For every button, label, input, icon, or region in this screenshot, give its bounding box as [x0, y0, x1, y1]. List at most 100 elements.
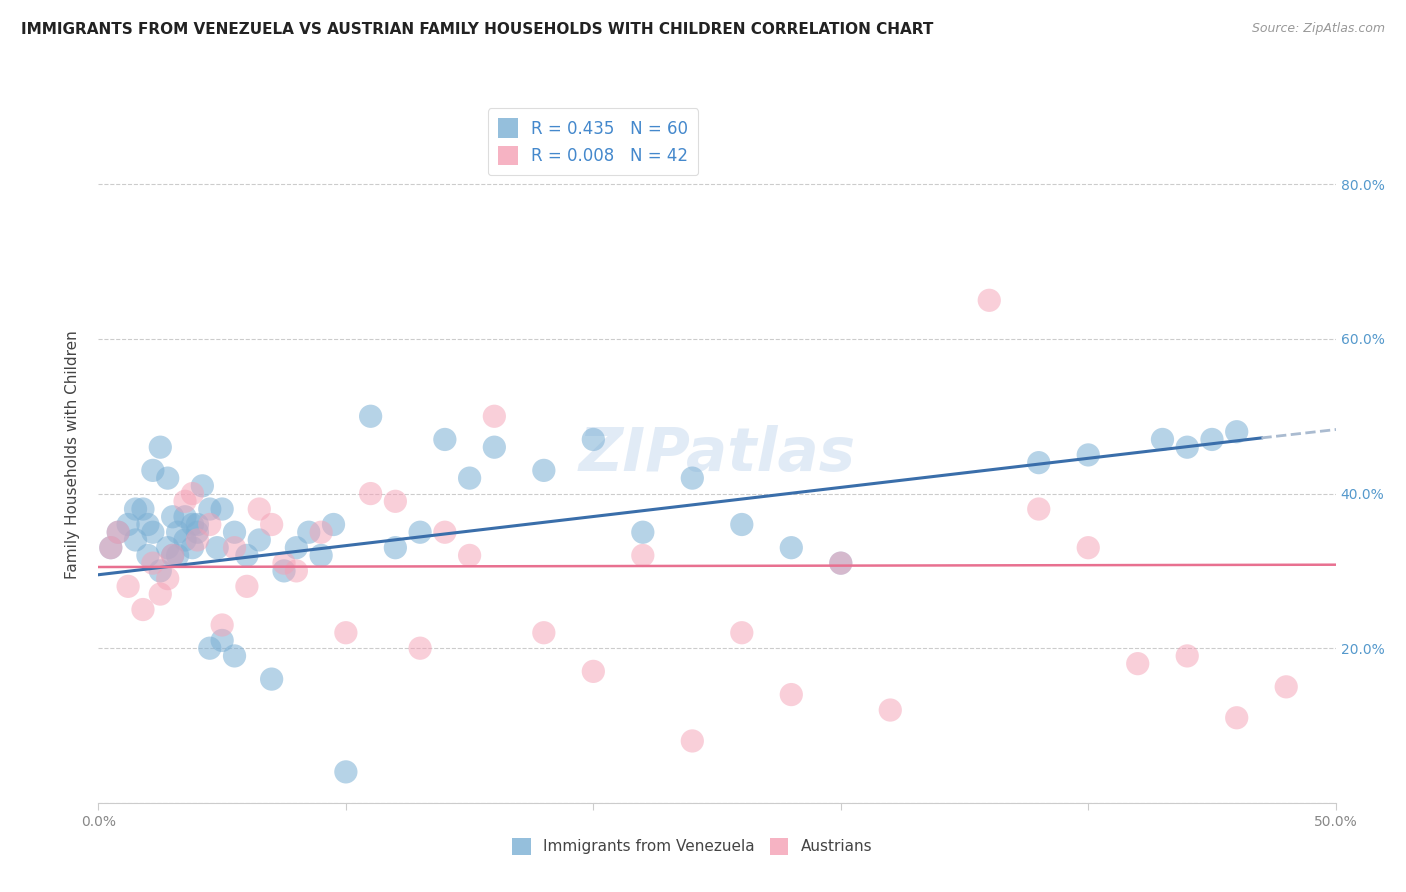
- Point: [582, 433, 605, 447]
- Point: [107, 525, 129, 540]
- Point: [360, 409, 382, 424]
- Point: [224, 525, 246, 540]
- Point: [1152, 433, 1174, 447]
- Point: [780, 688, 803, 702]
- Point: [198, 641, 221, 656]
- Point: [136, 549, 159, 563]
- Point: [879, 703, 901, 717]
- Point: [273, 564, 295, 578]
- Point: [132, 502, 155, 516]
- Point: [458, 549, 481, 563]
- Point: [142, 525, 165, 540]
- Point: [484, 409, 506, 424]
- Point: [156, 541, 179, 555]
- Point: [1077, 541, 1099, 555]
- Point: [174, 509, 197, 524]
- Legend: Immigrants from Venezuela, Austrians: Immigrants from Venezuela, Austrians: [506, 831, 879, 862]
- Point: [198, 502, 221, 516]
- Point: [830, 556, 852, 570]
- Text: ZIPatlas: ZIPatlas: [578, 425, 856, 484]
- Point: [186, 517, 208, 532]
- Point: [247, 502, 270, 516]
- Point: [1226, 711, 1249, 725]
- Point: [162, 509, 184, 524]
- Point: [156, 471, 179, 485]
- Point: [1275, 680, 1298, 694]
- Point: [136, 517, 159, 532]
- Point: [211, 633, 233, 648]
- Point: [260, 517, 283, 532]
- Point: [124, 533, 146, 547]
- Point: [166, 549, 188, 563]
- Point: [780, 541, 803, 555]
- Point: [149, 440, 172, 454]
- Text: IMMIGRANTS FROM VENEZUELA VS AUSTRIAN FAMILY HOUSEHOLDS WITH CHILDREN CORRELATIO: IMMIGRANTS FROM VENEZUELA VS AUSTRIAN FA…: [21, 22, 934, 37]
- Point: [1175, 440, 1198, 454]
- Point: [979, 293, 1001, 308]
- Point: [156, 572, 179, 586]
- Point: [166, 525, 188, 540]
- Point: [484, 440, 506, 454]
- Point: [1077, 448, 1099, 462]
- Point: [100, 541, 122, 555]
- Point: [162, 549, 184, 563]
- Point: [117, 517, 139, 532]
- Point: [107, 525, 129, 540]
- Point: [1175, 648, 1198, 663]
- Point: [631, 525, 654, 540]
- Point: [149, 564, 172, 578]
- Point: [433, 525, 456, 540]
- Point: [273, 556, 295, 570]
- Point: [731, 625, 754, 640]
- Point: [247, 533, 270, 547]
- Point: [181, 486, 204, 500]
- Point: [830, 556, 852, 570]
- Y-axis label: Family Households with Children: Family Households with Children: [65, 331, 80, 579]
- Point: [181, 541, 204, 555]
- Point: [384, 541, 406, 555]
- Point: [681, 734, 703, 748]
- Point: [409, 525, 432, 540]
- Point: [224, 648, 246, 663]
- Point: [309, 549, 332, 563]
- Point: [224, 541, 246, 555]
- Point: [360, 486, 382, 500]
- Point: [533, 463, 555, 477]
- Point: [117, 579, 139, 593]
- Point: [1126, 657, 1149, 671]
- Point: [260, 672, 283, 686]
- Point: [211, 618, 233, 632]
- Point: [285, 541, 308, 555]
- Point: [236, 579, 259, 593]
- Point: [186, 533, 208, 547]
- Point: [205, 541, 228, 555]
- Point: [124, 502, 146, 516]
- Point: [681, 471, 703, 485]
- Point: [191, 479, 214, 493]
- Point: [211, 502, 233, 516]
- Point: [132, 602, 155, 616]
- Point: [236, 549, 259, 563]
- Point: [409, 641, 432, 656]
- Point: [384, 494, 406, 508]
- Point: [335, 764, 357, 779]
- Point: [142, 463, 165, 477]
- Point: [186, 525, 208, 540]
- Point: [142, 556, 165, 570]
- Point: [1201, 433, 1223, 447]
- Point: [458, 471, 481, 485]
- Point: [162, 549, 184, 563]
- Point: [181, 517, 204, 532]
- Point: [198, 517, 221, 532]
- Point: [100, 541, 122, 555]
- Point: [731, 517, 754, 532]
- Point: [1226, 425, 1249, 439]
- Point: [149, 587, 172, 601]
- Point: [1028, 502, 1050, 516]
- Point: [582, 665, 605, 679]
- Point: [533, 625, 555, 640]
- Point: [322, 517, 344, 532]
- Point: [285, 564, 308, 578]
- Text: Source: ZipAtlas.com: Source: ZipAtlas.com: [1251, 22, 1385, 36]
- Point: [335, 625, 357, 640]
